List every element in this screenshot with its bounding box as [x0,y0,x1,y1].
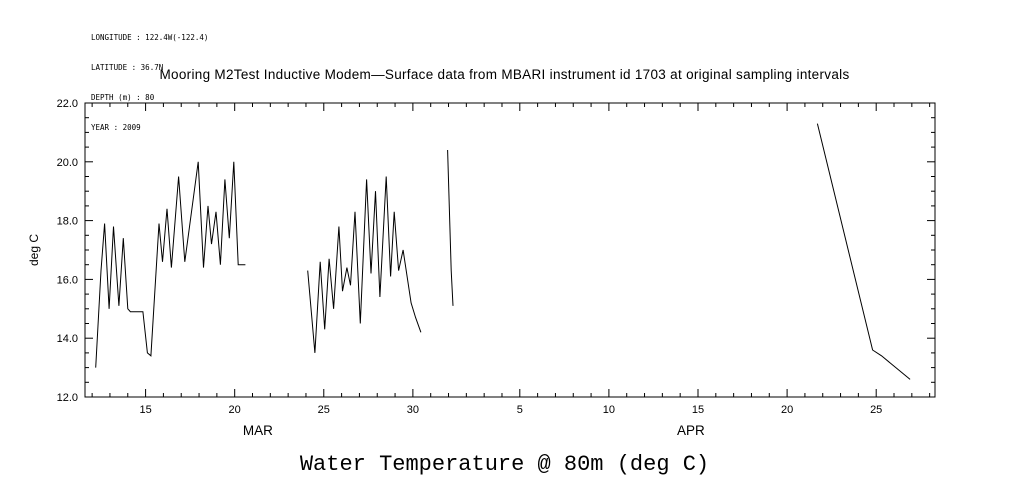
x-tick-label: 20 [229,404,241,416]
temperature-line-segment [816,123,911,380]
y-tick-label: 22.0 [57,98,78,110]
x-tick-label: 5 [517,404,523,416]
metadata-depth: DEPTH (m) : 80 [91,93,155,102]
metadata-latitude: LATITUDE : 36.7N [91,63,164,72]
y-tick-label: 12.0 [57,392,78,404]
metadata-longitude: LONGITUDE : 122.4W(-122.4) [91,33,209,42]
temperature-line-segment [447,149,454,306]
y-tick-label: 14.0 [57,333,78,345]
metadata-block: LONGITUDE : 122.4W(-122.4) LATITUDE : 36… [91,13,208,153]
temperature-line-segment [95,161,246,368]
x-tick-label: 30 [407,404,419,416]
month-label: APR [677,423,705,438]
x-tick-label: 15 [692,404,704,416]
chart-title: Mooring M2Test Inductive Modem—Surface d… [159,67,850,82]
bottom-title: Water Temperature @ 80m (deg C) [299,452,710,477]
x-tick-label: 15 [139,404,151,416]
metadata-year: YEAR : 2009 [91,123,141,132]
x-tick-label: 25 [870,404,882,416]
x-tick-label: 20 [781,404,793,416]
y-axis-label: deg C [27,234,41,266]
plot-frame [84,102,936,398]
month-label: MAR [243,423,273,438]
x-tick-label: 25 [318,404,330,416]
y-tick-label: 18.0 [57,216,78,228]
temperature-line-segment [307,176,422,353]
y-tick-label: 16.0 [57,274,78,286]
y-tick-label: 20.0 [57,157,78,169]
x-tick-label: 10 [603,404,615,416]
